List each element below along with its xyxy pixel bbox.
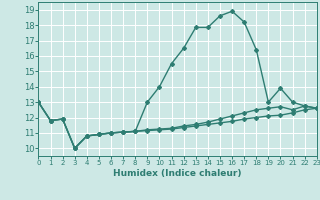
X-axis label: Humidex (Indice chaleur): Humidex (Indice chaleur) (113, 169, 242, 178)
